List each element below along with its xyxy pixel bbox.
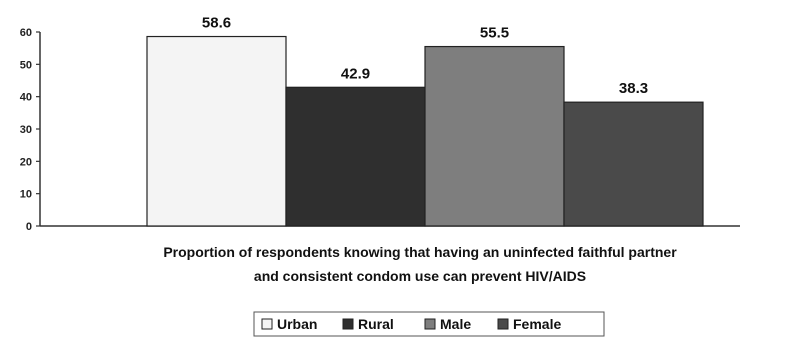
legend-swatch-female <box>497 318 509 330</box>
data-label-female: 38.3 <box>619 80 648 97</box>
legend: Urban Rural Male Female <box>253 311 605 337</box>
chart-caption: Proportion of respondents knowing that h… <box>163 244 677 284</box>
data-label-male: 55.5 <box>480 25 509 42</box>
bar-female <box>563 101 704 227</box>
legend-label-urban: Urban <box>277 316 317 332</box>
bar-urban <box>146 35 287 227</box>
data-label-rural: 42.9 <box>341 65 370 82</box>
legend-label-rural: Rural <box>358 316 394 332</box>
y-tick-label: 10 <box>20 189 32 201</box>
caption-line-2: and consistent condom use can prevent HI… <box>254 268 586 284</box>
caption-line-1: Proportion of respondents knowing that h… <box>163 244 677 260</box>
legend-label-male: Male <box>440 316 471 332</box>
y-axis: 0 10 20 30 40 50 60 <box>20 27 41 233</box>
bar-rural <box>285 86 426 227</box>
bars <box>146 35 704 227</box>
y-tick-label: 50 <box>20 59 32 71</box>
y-tick-label: 40 <box>20 92 32 104</box>
y-tick-label: 30 <box>20 124 32 136</box>
legend-swatch-urban <box>261 318 273 330</box>
legend-label-female: Female <box>513 316 561 332</box>
legend-swatch-rural <box>342 318 354 330</box>
y-tick-label: 20 <box>20 156 32 168</box>
data-labels: 58.6 42.9 55.5 38.3 <box>202 15 648 98</box>
legend-swatch-male <box>424 318 436 330</box>
y-tick-label: 60 <box>20 27 32 39</box>
y-tick-label: 0 <box>26 221 32 233</box>
bar-male <box>424 45 565 227</box>
data-label-urban: 58.6 <box>202 15 231 32</box>
